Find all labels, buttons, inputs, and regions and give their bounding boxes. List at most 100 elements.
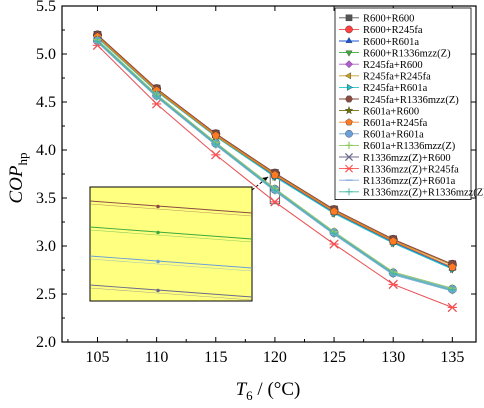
legend-marker [344,72,351,80]
y-tick-label: 3.5 [36,190,56,207]
legend-label: R245fa+R601a [363,83,428,94]
legend-label: R600+R600 [363,14,414,25]
x-axis-subscript: 6 [246,388,253,403]
legend-label: R600+R601a [363,37,419,48]
data-point-shape [447,302,457,313]
legend-marker [345,164,353,173]
data-point-shape [448,285,457,295]
x-tick-label: 120 [263,349,287,366]
legend-label: R1336mzz(Z)+R600 [363,153,451,164]
data-point-shape [152,99,162,109]
inset-data-point [156,204,160,209]
legend-marker [345,95,353,103]
data-point-shape [270,186,280,195]
data-point-shape [270,170,280,179]
legend-marker-shape [347,83,354,91]
data-point-shape [152,92,161,101]
x-tick-label: 125 [322,349,346,366]
y-tick-label: 2.0 [36,334,56,351]
legend-marker-shape [345,50,353,57]
inset-series-line [89,284,253,298]
data-point [388,279,398,289]
x-tick-label: 110 [145,349,168,366]
legend-label: R1336mzz(Z)+R601a [363,176,456,187]
y-tick-label: 5.5 [36,0,56,15]
data-point [270,170,280,179]
axis-layer: 105 110 115 120 125 130 135 2.0 2.5 3.0 3.5 4.0 4.5 5… [36,0,476,366]
data-point-shape [329,229,339,238]
data-point-shape [389,269,398,279]
data-point [270,186,280,195]
data-point [211,140,220,149]
inset-series-line [89,226,253,240]
legend-marker-shape [345,60,353,69]
legend-marker-shape [345,25,353,34]
legend-marker-shape [345,118,353,126]
legend-marker-shape [344,106,354,115]
y-axis-title: COPhp [6,153,30,204]
inset-series-line [89,203,253,217]
legend-box [334,7,472,201]
legend-marker-shape [345,37,353,43]
legend-label: R1336mzz(Z)+R245fa [363,164,459,175]
data-point-shape [211,150,221,160]
data-point [329,206,339,216]
x-axis-title: T6 / (°C) [236,379,301,403]
legend-marker [345,14,353,22]
y-tick-label: 4.5 [36,94,56,111]
data-point [93,37,102,46]
y-tick-label: 2.5 [36,286,56,303]
x-tick-label: 105 [85,349,109,366]
inset-series-line [89,287,253,301]
legend-marker-shape [345,141,353,149]
legend-label: R245fa+R245fa [363,72,431,83]
legend-label: R601a+R245fa [363,118,428,129]
data-point-shape [211,140,220,149]
data-point [447,302,457,313]
inset-series-line [89,255,253,269]
data-point [448,262,457,271]
data-point [388,236,398,245]
legend-marker [345,50,353,57]
legend-marker-shape [345,188,353,196]
inset-series-line [89,200,253,214]
legend-marker [345,118,353,126]
inset-data-point [156,230,160,235]
y-tick-label: 3.0 [36,238,56,255]
legend-marker [345,37,353,43]
data-point-shape [329,239,339,249]
x-tick-label: 135 [440,349,464,366]
legend-marker [345,25,353,34]
inset-data-point [156,259,160,264]
legend-marker-shape [345,14,353,22]
legend-label: R601a+R601a [363,130,424,141]
legend-label: R600+R245fa [363,25,423,36]
legend-marker-shape [345,129,353,138]
x-axis-unit: / (°C) [253,379,301,400]
inset-data-point [156,288,160,293]
legend-marker [345,188,353,196]
x-axis-symbol: T [236,379,248,400]
data-point-shape [270,197,280,207]
legend-label: R601a+R1336mzz(Z) [363,141,456,152]
legend-label: R245fa+R600 [363,60,423,71]
legend-marker-shape [344,72,351,80]
inset-panel [89,186,253,302]
series-layer [92,30,458,313]
data-point [329,229,339,238]
legend-label: R601a+R600 [363,106,419,117]
data-point [270,197,280,207]
legend: R600+R600R600+R245faR600+R601aR600+R1336… [334,7,484,201]
y-tick-label: 4.0 [36,142,56,159]
legend-marker [347,83,354,91]
y-axis-subscript: hp [15,153,30,166]
legend-label: R245fa+R1336mzz(Z) [363,95,459,106]
data-point-shape [388,279,398,289]
legend-marker-shape [345,164,353,173]
legend-marker [344,152,354,162]
data-point-shape [388,236,398,245]
data-point [389,269,398,279]
x-tick-label: 115 [204,349,227,366]
